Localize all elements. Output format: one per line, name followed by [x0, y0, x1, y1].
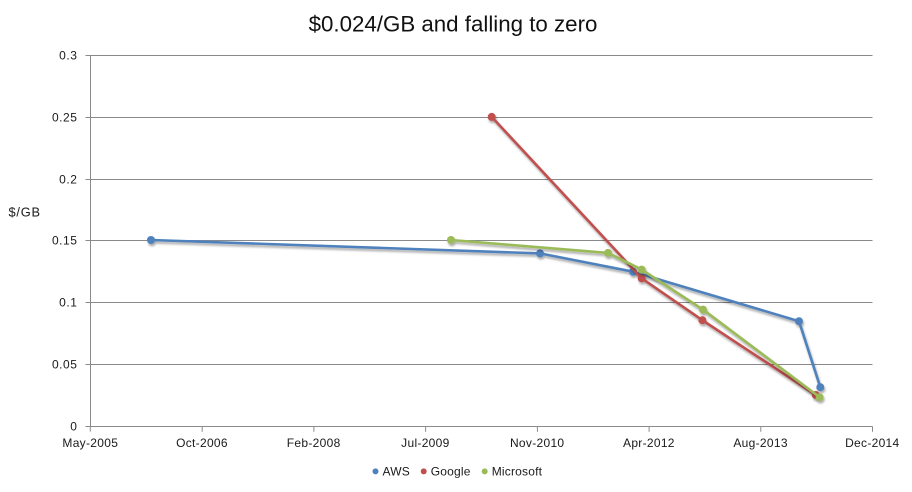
- svg-text:Oct-2006: Oct-2006: [176, 436, 228, 450]
- svg-text:Nov-2010: Nov-2010: [510, 436, 564, 450]
- svg-text:AWS: AWS: [383, 464, 411, 478]
- svg-text:Jul-2009: Jul-2009: [401, 436, 449, 450]
- svg-text:Dec-2014: Dec-2014: [845, 436, 899, 450]
- svg-text:Google: Google: [431, 464, 471, 478]
- svg-text:Aug-2013: Aug-2013: [733, 436, 787, 450]
- svg-text:0: 0: [70, 420, 77, 434]
- svg-text:$/GB: $/GB: [9, 205, 41, 220]
- svg-text:0.15: 0.15: [52, 234, 78, 248]
- svg-text:0.1: 0.1: [59, 296, 77, 310]
- svg-text:Microsoft: Microsoft: [492, 464, 543, 478]
- svg-text:$0.024/GB and falling to zero: $0.024/GB and falling to zero: [309, 12, 598, 37]
- svg-text:0.05: 0.05: [52, 358, 78, 372]
- svg-text:Feb-2008: Feb-2008: [287, 436, 341, 450]
- svg-text:May-2005: May-2005: [62, 436, 118, 450]
- svg-text:0.3: 0.3: [59, 49, 77, 63]
- svg-text:Apr-2012: Apr-2012: [623, 436, 675, 450]
- svg-text:0.2: 0.2: [59, 173, 77, 187]
- svg-text:0.25: 0.25: [52, 111, 78, 125]
